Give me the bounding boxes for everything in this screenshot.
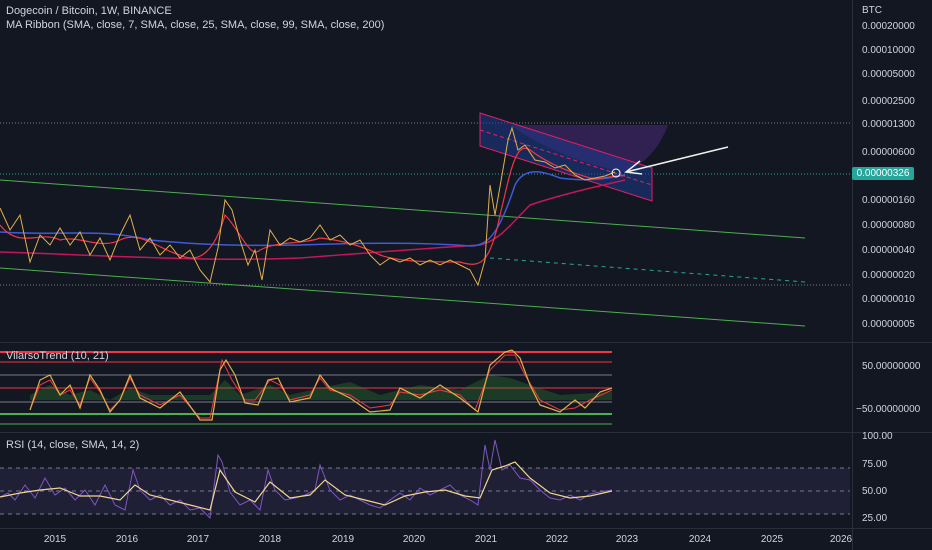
price-tick-label: 0.00002500 xyxy=(862,96,915,107)
rsi-tick-label: 25.00 xyxy=(862,513,888,524)
vilarso-tick-label: 50.00000000 xyxy=(862,361,921,372)
price-tick-label: 0.00000040 xyxy=(862,245,915,256)
time-tick-label: 2015 xyxy=(43,534,67,545)
rsi-tick-label: 75.00 xyxy=(862,459,888,470)
pane-divider-rsi[interactable] xyxy=(0,432,932,433)
price-tick-label: 0.00000080 xyxy=(862,220,915,231)
price-tick-label: 0.00010000 xyxy=(862,45,915,56)
sma25-line xyxy=(0,147,626,265)
chart-title[interactable]: Dogecoin / Bitcoin, 1W, BINANCE xyxy=(6,5,172,17)
vilarso-tick-label: −50.00000000 xyxy=(856,404,921,415)
time-tick-label: 2018 xyxy=(258,534,282,545)
time-tick-label: 2023 xyxy=(615,534,639,545)
price-line xyxy=(0,126,616,287)
vilarso-label[interactable]: VilarsoTrend (10, 21) xyxy=(6,350,109,362)
price-tick-label: 0.00005000 xyxy=(862,69,915,80)
projection-dashed-line xyxy=(489,257,806,283)
vilarso-line-fast xyxy=(29,349,613,421)
price-tick-label: 0.00020000 xyxy=(862,21,915,32)
time-tick-label: 2022 xyxy=(545,534,569,545)
time-tick-label: 2017 xyxy=(186,534,210,545)
rsi-tick-label: 50.00 xyxy=(862,486,888,497)
rsi-label[interactable]: RSI (14, close, SMA, 14, 2) xyxy=(6,439,140,451)
price-tick-label: 0.00000010 xyxy=(862,294,915,305)
ma-ribbon-label[interactable]: MA Ribbon (SMA, close, 7, SMA, close, 25… xyxy=(6,19,385,31)
price-tick-label: 0.00000600 xyxy=(862,147,915,158)
price-axis-currency: BTC xyxy=(862,5,882,16)
vilarso-fill-area xyxy=(30,375,612,400)
price-tick-label: 0.00000020 xyxy=(862,270,915,281)
price-tick-label: 0.00001300 xyxy=(862,119,915,130)
time-tick-label: 2021 xyxy=(474,534,498,545)
annotation-circle-marker[interactable] xyxy=(611,168,621,178)
vilarso-line-slow xyxy=(29,354,613,419)
time-tick-label: 2024 xyxy=(688,534,712,545)
price-tick-label: 0.00000160 xyxy=(862,195,915,206)
time-tick-label: 2016 xyxy=(115,534,139,545)
time-tick-label: 2020 xyxy=(402,534,426,545)
rsi-ma-line xyxy=(0,461,613,511)
current-price-badge: 0.00000326 xyxy=(852,167,914,180)
time-axis-divider xyxy=(0,528,932,529)
price-tick-label: 0.00000005 xyxy=(862,319,915,330)
annotation-arrow-line xyxy=(625,146,729,173)
channel-upper-line xyxy=(0,179,806,239)
channel-lower-line xyxy=(0,267,806,327)
annotation-arrow-head xyxy=(624,160,643,175)
sma200-line xyxy=(0,179,626,260)
time-tick-label: 2025 xyxy=(760,534,784,545)
rsi-tick-label: 100.00 xyxy=(862,431,893,442)
rsi-line xyxy=(0,439,613,520)
pane-divider-main[interactable] xyxy=(0,342,932,343)
time-tick-label: 2019 xyxy=(331,534,355,545)
regression-channel[interactable] xyxy=(479,112,653,202)
time-tick-label: 2026 xyxy=(829,534,853,545)
price-axis-divider xyxy=(852,0,853,550)
